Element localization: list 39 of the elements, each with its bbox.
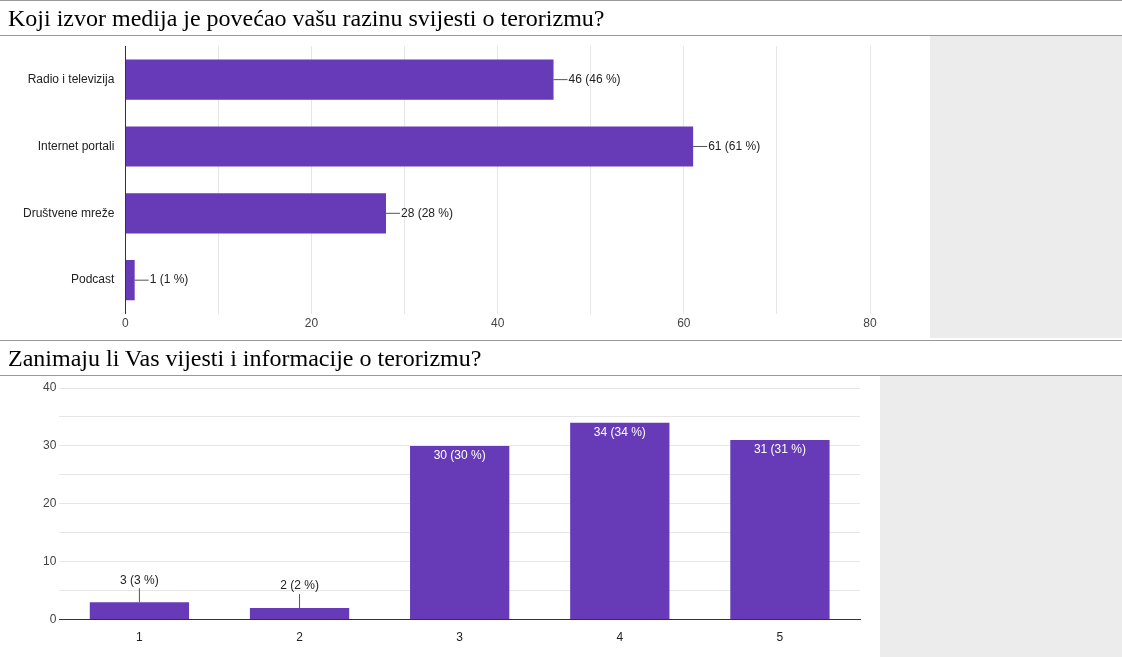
x-tick-label: 80 xyxy=(863,316,877,331)
data-label: 31 (31 %) xyxy=(753,442,806,457)
y-tick-label: 30 xyxy=(42,438,57,453)
y-tick-label: Radio i televizija xyxy=(27,71,115,86)
x-tick-label: 2 xyxy=(296,630,304,645)
bar xyxy=(89,602,190,620)
chart-title: Koji izvor medija je povećao vašu razinu svijesti o terorizmu? xyxy=(0,0,1122,36)
data-label: 28 (28 %) xyxy=(400,205,454,220)
x-tick-label: 4 xyxy=(616,630,624,645)
data-label: 2 (2 %) xyxy=(280,578,319,593)
bar xyxy=(570,422,670,620)
bar xyxy=(410,445,510,620)
data-label: 3 (3 %) xyxy=(120,572,159,587)
y-tick-label: Podcast xyxy=(71,272,116,287)
y-tick-label: 20 xyxy=(42,496,57,511)
bar xyxy=(125,126,694,167)
x-tick-label: 40 xyxy=(491,316,505,331)
x-tick-label: 60 xyxy=(677,316,691,331)
data-label: 61 (61 %) xyxy=(708,138,761,153)
x-tick-label: 5 xyxy=(776,630,784,645)
x-tick-label: 3 xyxy=(456,630,464,645)
y-tick-label: 0 xyxy=(49,611,57,626)
bar xyxy=(249,608,350,620)
data-label: 46 (46 %) xyxy=(568,71,621,86)
bar xyxy=(730,440,830,620)
data-label: 34 (34 %) xyxy=(593,425,646,440)
y-tick-label: Internet portali xyxy=(37,138,115,153)
bar xyxy=(125,260,135,301)
x-tick-label: 20 xyxy=(304,316,319,331)
x-tick-label: 1 xyxy=(136,630,144,645)
data-label: 1 (1 %) xyxy=(149,272,189,287)
x-tick-label: 0 xyxy=(122,316,130,331)
y-tick-label: 10 xyxy=(42,554,57,569)
y-tick-label: 40 xyxy=(42,380,57,395)
bar xyxy=(125,193,386,234)
chart-title: Zanimaju li Vas vijesti i informacije o terorizmu? xyxy=(0,340,1122,376)
y-tick-label: Društvene mreže xyxy=(22,205,115,220)
bar xyxy=(125,59,554,100)
data-label: 30 (30 %) xyxy=(433,448,486,463)
